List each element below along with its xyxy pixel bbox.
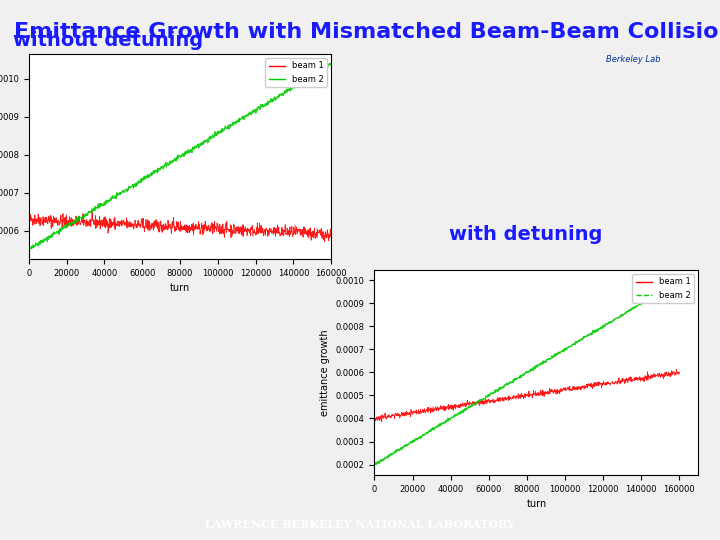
Text: with detuning: with detuning bbox=[449, 225, 603, 245]
Legend: beam 1, beam 2: beam 1, beam 2 bbox=[265, 58, 327, 87]
Y-axis label: emittance growth: emittance growth bbox=[320, 329, 330, 416]
Text: LAWRENCE BERKELEY NATIONAL LABORATORY: LAWRENCE BERKELEY NATIONAL LABORATORY bbox=[205, 519, 515, 530]
Text: Emittance Growth with Mismatched Beam-Beam Collisions at LHC: Emittance Growth with Mismatched Beam-Be… bbox=[14, 22, 720, 43]
Text: Berkeley Lab: Berkeley Lab bbox=[606, 55, 661, 64]
X-axis label: turn: turn bbox=[526, 500, 546, 509]
X-axis label: turn: turn bbox=[170, 284, 190, 293]
Legend: beam 1, beam 2: beam 1, beam 2 bbox=[632, 274, 694, 303]
Text: without detuning: without detuning bbox=[13, 31, 203, 50]
